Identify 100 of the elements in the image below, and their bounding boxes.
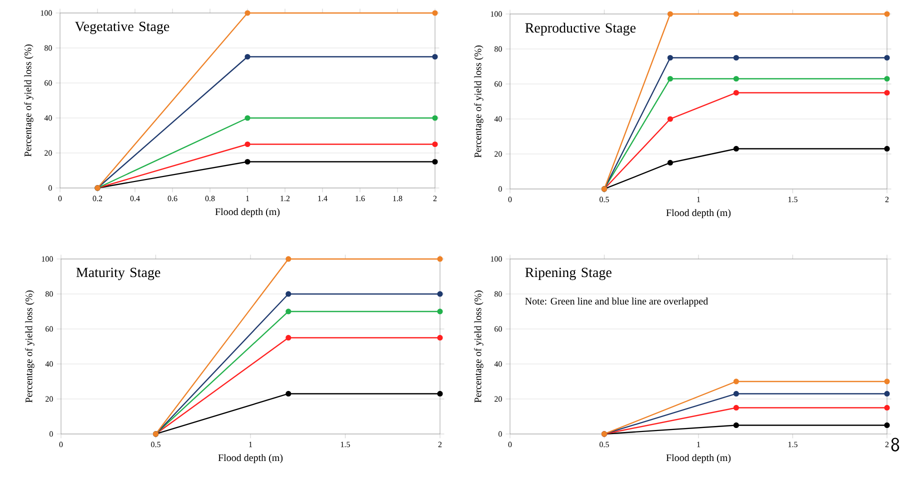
- y-tick-label: 0: [48, 185, 52, 191]
- y-tick-label: 20: [44, 150, 52, 156]
- point: [667, 54, 674, 61]
- y-tick-label: 0: [50, 431, 53, 437]
- x-tick-label: 0: [59, 442, 63, 448]
- y-tick-label: 100: [42, 256, 53, 262]
- text: Vegetative Stage: [74, 22, 170, 34]
- point: [667, 76, 674, 82]
- y-axis-title: Percentage of yield loss (%): [474, 290, 484, 403]
- y-tick-label: 40: [494, 361, 502, 367]
- text: Reproductive Stage: [525, 22, 636, 36]
- point: [244, 141, 250, 148]
- point: [733, 90, 739, 96]
- x-axis-title: Flood depth (m): [666, 454, 731, 464]
- x-tick-label: 1.6: [356, 196, 365, 202]
- y-tick-label: 20: [46, 396, 53, 402]
- point: [432, 158, 438, 165]
- x-tick-label: 0.5: [600, 442, 609, 448]
- point: [733, 404, 739, 411]
- point: [733, 76, 739, 82]
- y-axis-title: Percentage of yield loss (%): [474, 46, 484, 158]
- x-tick-label: 0.6: [168, 196, 178, 202]
- point: [286, 291, 292, 297]
- x-axis-title: Flood depth (m): [666, 209, 731, 218]
- y-tick-label: 0: [498, 431, 502, 437]
- y-tick-label: 20: [494, 396, 502, 402]
- point: [432, 141, 438, 148]
- x-tick-label: 1: [697, 196, 700, 202]
- x-tick-label: 1: [246, 196, 250, 202]
- point: [884, 54, 890, 61]
- point: [437, 256, 443, 262]
- point: [437, 390, 443, 397]
- y-tick-label: 100: [490, 256, 502, 262]
- point: [733, 11, 739, 17]
- y-tick-label: 80: [494, 291, 502, 297]
- y-tick-label: 40: [45, 361, 53, 367]
- y-axis-title: Percentage of yield loss (%): [25, 290, 34, 403]
- point: [437, 308, 443, 314]
- point: [667, 116, 674, 122]
- x-tick-label: 1.5: [340, 442, 350, 448]
- point: [884, 422, 890, 428]
- x-tick-label: 1.2: [280, 196, 290, 202]
- point: [286, 308, 292, 314]
- point: [733, 422, 739, 428]
- x-tick-label: 1: [249, 442, 252, 448]
- point: [667, 11, 674, 17]
- x-tick-label: 1.5: [788, 196, 798, 202]
- y-tick-label: 60: [46, 326, 53, 332]
- point: [432, 10, 438, 16]
- point: [432, 54, 438, 60]
- x-tick-label: 1.5: [788, 442, 798, 448]
- x-tick-label: 2: [438, 442, 442, 448]
- x-tick-label: 1: [697, 442, 700, 448]
- y-tick-label: 80: [494, 46, 502, 52]
- y-tick-label: 100: [490, 11, 502, 17]
- text: 8: [891, 438, 900, 452]
- point: [244, 54, 250, 60]
- point: [733, 378, 739, 384]
- y-tick-label: 80: [46, 291, 53, 297]
- annotation: Note: Green line and blue line are overlapped: [525, 298, 708, 307]
- x-tick-label: 1.4: [318, 196, 328, 202]
- point: [733, 390, 739, 397]
- x-tick-label: 0: [508, 442, 512, 448]
- y-tick-label: 60: [494, 326, 502, 332]
- x-tick-label: 2: [885, 196, 889, 202]
- point: [733, 146, 739, 152]
- y-tick-label: 40: [494, 116, 502, 122]
- y-tick-label: 20: [494, 151, 502, 157]
- x-tick-label: 0.4: [130, 196, 140, 202]
- x-tick-label: 1.8: [393, 196, 402, 202]
- point: [244, 115, 250, 121]
- y-tick-label: 40: [44, 115, 52, 121]
- x-tick-label: 2: [433, 196, 437, 202]
- text: Maturity Stage: [76, 268, 160, 280]
- point: [437, 334, 443, 341]
- point: [667, 160, 674, 166]
- x-tick-label: 0.8: [205, 196, 215, 202]
- x-tick-label: 0: [58, 196, 62, 202]
- x-tick-label: 2: [885, 442, 889, 448]
- x-axis-title: Flood depth (m): [215, 208, 280, 218]
- y-tick-label: 60: [494, 81, 502, 87]
- point: [244, 158, 250, 165]
- point: [432, 115, 438, 121]
- point: [884, 90, 890, 96]
- point: [286, 256, 292, 262]
- x-tick-label: 0: [508, 196, 512, 202]
- point: [884, 404, 890, 411]
- point: [437, 291, 443, 297]
- y-axis-title: Percentage of yield loss (%): [24, 44, 34, 157]
- y-tick-label: 80: [44, 45, 52, 51]
- y-tick-label: 60: [44, 80, 52, 86]
- text: Ripening Stage: [525, 268, 612, 280]
- point: [884, 11, 890, 17]
- point: [884, 76, 890, 82]
- x-axis-title: Flood depth (m): [218, 454, 283, 464]
- point: [733, 54, 739, 61]
- y-tick-label: 0: [498, 186, 502, 192]
- y-tick-label: 100: [40, 10, 52, 16]
- x-tick-label: 0.5: [151, 442, 160, 448]
- x-tick-label: 0.2: [92, 196, 102, 202]
